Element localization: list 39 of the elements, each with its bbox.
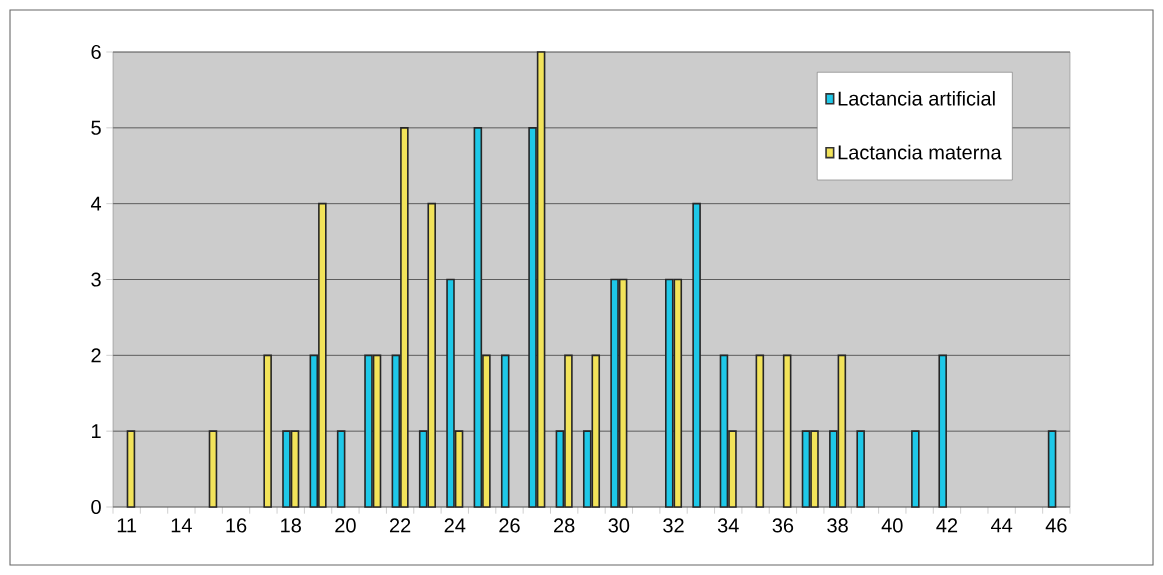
x-tick-label: 46: [1045, 518, 1067, 533]
bar: [126, 430, 136, 508]
x-tick-label: 11: [117, 518, 137, 533]
bar: [692, 202, 701, 508]
bar: [755, 354, 765, 508]
x-tick-label: 32: [663, 518, 684, 533]
bar: [336, 430, 346, 508]
y-tick-label: 4: [90, 196, 102, 211]
x-tick-label: 26: [499, 518, 520, 533]
x-tick-label: 34: [717, 518, 739, 533]
y-tick-label: 0: [91, 499, 101, 515]
bar: [208, 430, 218, 508]
bar: [500, 354, 510, 508]
x-tick-label: 20: [335, 518, 356, 533]
x-tick-label: 40: [881, 518, 903, 533]
x-tick-label: 14: [171, 518, 192, 533]
x-tick-label: 30: [608, 518, 630, 533]
x-tick-label: 18: [281, 518, 301, 533]
bar: [911, 430, 920, 508]
y-tick-label: 3: [91, 272, 101, 287]
x-tick-label: 22: [389, 518, 411, 533]
bar: [938, 354, 947, 508]
legend-label: Lactancia materna: [838, 144, 1002, 160]
bar: [856, 430, 865, 508]
x-tick-label: 44: [990, 518, 1013, 533]
x-tick-label: 38: [827, 518, 848, 533]
bar: [1047, 430, 1057, 508]
x-tick-label: 24: [444, 518, 466, 533]
x-tick-label: 42: [936, 518, 958, 533]
y-tick-label: 5: [91, 120, 101, 135]
x-tick-label: 28: [554, 518, 575, 533]
bar: [263, 354, 272, 508]
bar: [782, 354, 792, 508]
x-tick-label: 16: [226, 518, 247, 533]
legend-label: Lactancia artificial: [838, 90, 995, 106]
y-tick-label: 2: [91, 348, 101, 363]
y-tick-label: 1: [92, 424, 101, 439]
y-tick-label: 6: [91, 44, 101, 60]
x-tick-label: 36: [772, 518, 794, 533]
